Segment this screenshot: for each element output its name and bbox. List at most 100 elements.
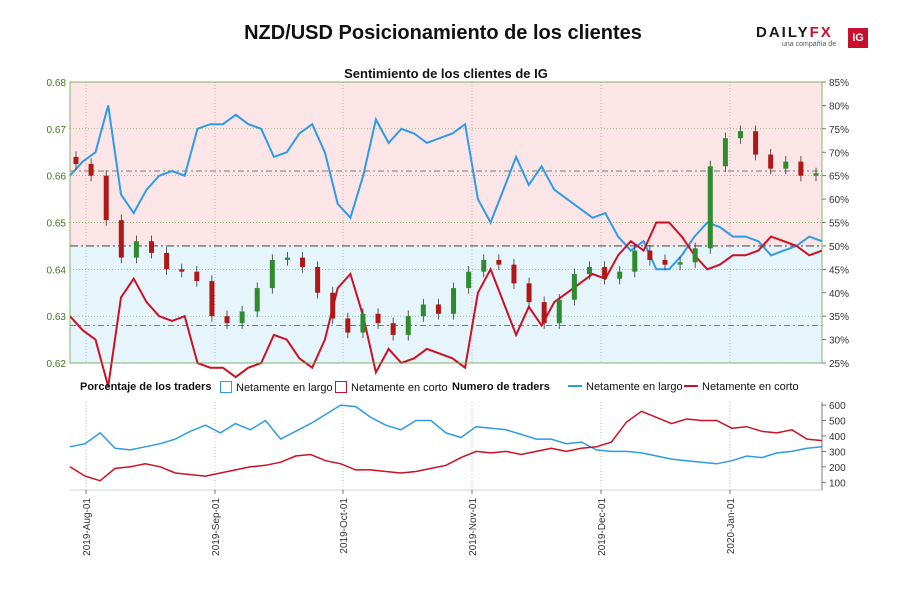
candle-body [707,166,713,249]
legend-pct-long: Netamente en largo [220,381,333,394]
candle-body [783,161,789,169]
legend-pct-title: Porcentaje de los traders [80,381,212,393]
logo-tagline: una compañía de [782,41,837,48]
y-right-tick-label: 50% [829,242,849,253]
y-left-tick-label: 0.65 [47,219,67,230]
main-plot-frame [69,81,823,364]
y-left-tick-label: 0.68 [47,78,67,89]
ig-badge: IG [848,28,868,48]
y-right-tick-label: 55% [829,219,849,230]
y-right-tick-label: 35% [829,312,849,323]
candle-body [164,252,170,270]
candle-body [692,248,698,263]
y-right-tick-label: 75% [829,125,849,136]
legend-pct-short: Netamente en corto [335,381,448,394]
candle-body [541,302,547,324]
candle-body [496,259,502,265]
candle-body [390,323,396,335]
y-right-tick-label: 85% [829,78,849,89]
candle-body [435,304,441,314]
logo-wordmark: DAILYFX [756,24,833,41]
y-right-tick-label: 30% [829,336,849,347]
candle-body [813,173,819,176]
candle-body [466,271,472,289]
sub-y-tick-label: 600 [829,401,846,412]
long-pct-line [69,105,823,271]
x-tick-label: 2019-Dec-01 [597,498,608,556]
legend-long-swatch [220,381,232,393]
candle-body [722,138,728,167]
y-right-tick-label: 60% [829,195,849,206]
candle-body [647,250,653,260]
y-right-tick-label: 45% [829,265,849,276]
candle-body [737,131,743,139]
dailyfx-logo: DAILYFX una compañía de IG [756,24,870,50]
sub-y-tick-label: 500 [829,417,846,428]
sub-y-tick-label: 400 [829,432,846,443]
x-tick-label: 2019-Sep-01 [211,498,222,556]
y-left-tick-label: 0.62 [47,359,67,370]
y-right-tick-label: 80% [829,101,849,112]
y-left-tick-label: 0.67 [47,125,67,136]
sub-long-line [69,404,823,465]
legend-num-short-swatch [684,385,698,387]
short-zone-bg [70,82,822,246]
legend-num-long-swatch [568,385,582,387]
legend-num-short: Netamente en corto [684,381,799,393]
candle-body [330,292,336,319]
candle-body [556,299,562,324]
candle-body [798,161,804,176]
y-right-tick-label: 70% [829,148,849,159]
y-right-tick-label: 40% [829,289,849,300]
candle-body [420,304,426,317]
sub-y-tick-label: 200 [829,463,846,474]
candle-body [209,281,215,317]
candle-body [511,264,517,284]
candle-body [224,316,230,324]
y-left-tick-label: 0.63 [47,312,67,323]
candle-body [239,311,245,324]
candle-body [617,271,623,279]
chart-title: NZD/USD Posicionamiento de los clientes [244,22,642,44]
candle-body [88,163,94,176]
candle-body [345,318,351,333]
candle-body [405,316,411,335]
y-right-tick-label: 65% [829,172,849,183]
candle-body [662,259,668,265]
x-tick-label: 2019-Oct-01 [339,498,350,554]
candle-body [194,271,200,282]
candle-body [586,266,592,275]
candle-body [300,257,306,267]
sub-y-tick-label: 100 [829,478,846,489]
candle-body [315,266,321,293]
candle-body [375,313,381,324]
candle-body [133,241,139,258]
candle-body [571,274,577,300]
candle-body [481,259,487,272]
x-tick-label: 2020-Jan-01 [726,498,737,555]
sub-y-tick-label: 300 [829,447,846,458]
candle-body [149,241,155,253]
legend-short-swatch [335,381,347,393]
candle-body [360,313,366,333]
candle-body [103,175,109,221]
candle-body [526,283,532,303]
candle-body [284,257,290,260]
sub-short-line [69,410,823,482]
x-tick-label: 2019-Aug-01 [82,498,93,556]
long-zone-bg [70,245,822,363]
candle-body [73,156,79,164]
candle-body [768,154,774,169]
legend-num-title: Numero de traders [452,381,550,393]
candle-body [451,288,457,314]
candle-body [753,131,759,155]
legend-num-long: Netamente en largo [568,381,683,393]
candle-body [254,288,260,312]
candle-body [677,262,683,265]
x-tick-label: 2019-Nov-01 [468,498,479,556]
candle-body [118,220,124,258]
y-left-tick-label: 0.66 [47,172,67,183]
candle-body [602,266,608,279]
candle-body [632,250,638,272]
